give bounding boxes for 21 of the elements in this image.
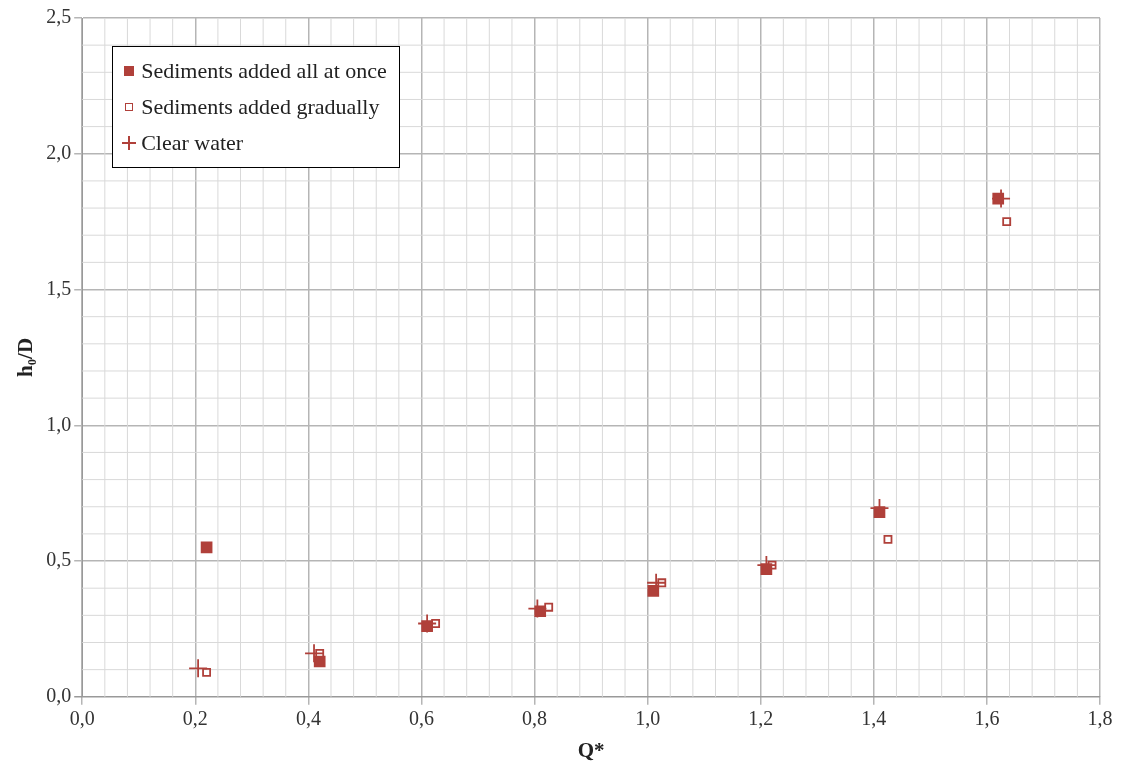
x-tick-label: 0,4 [295,707,321,730]
x-tick-label: 0,2 [182,707,208,730]
y-tick-label: 1,5 [46,276,72,299]
x-tick-label: 0,6 [408,707,434,730]
y-tick-label: 2,0 [46,141,72,164]
legend-label: Sediments added gradually [141,94,380,120]
legend-label: Clear water [141,130,244,156]
x-tick-label: 1,0 [635,707,661,730]
y-tick-label: 0,5 [46,548,72,571]
x-tick-label: 1,8 [1087,707,1113,730]
x-tick-label: 0,8 [522,707,548,730]
y-tick-label: 0,0 [46,684,72,707]
y-tick-label: 2,5 [46,5,72,28]
y-axis-title: h₀/D [13,337,38,377]
legend-label: Sediments added all at once [141,58,387,84]
x-tick-label: 1,4 [861,707,887,730]
x-tick-label: 1,6 [974,707,1000,730]
x-tick-label: 1,2 [748,707,774,730]
y-tick-label: 1,0 [46,412,72,435]
x-axis-title: Q* [577,737,605,762]
x-tick-label: 0,0 [69,707,95,730]
